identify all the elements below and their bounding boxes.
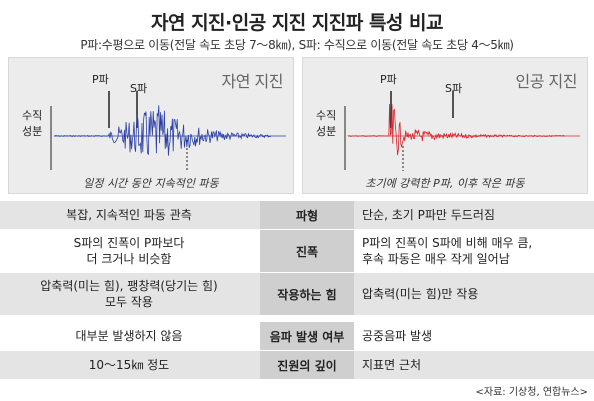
artificial-earthquake-panel: 인공 지진 수직 성분 P파 S파 초기에 강력한 P파, 이후 작은 파동 <box>302 57 588 194</box>
comparison-category: 진폭 <box>260 230 354 272</box>
comparison-category: 음파 발생 여부 <box>260 322 354 350</box>
table-row: S파의 진폭이 P파보다 더 크거나 비슷함 진폭 P파의 진폭이 S파에 비해… <box>0 230 594 272</box>
natural-characteristic: S파의 진폭이 P파보다 더 크거나 비슷함 <box>73 236 185 266</box>
artificial-characteristic: 단순, 초기 P파만 두드러짐 <box>362 208 495 222</box>
natural-characteristic: 10～15㎞ 정도 <box>88 358 170 372</box>
natural-panel-title: 자연 지진 <box>221 72 284 91</box>
artificial-characteristic: 압축력(미는 힘)만 작용 <box>362 287 479 301</box>
vertical-component-label: 수직 성분 <box>22 108 42 140</box>
source-credit: <자료: 기상청, 연합뉴스> <box>475 387 588 398</box>
axis-label-line2: 성분 <box>22 125 43 138</box>
natural-waveform <box>53 105 286 156</box>
s-wave-label: S파 <box>445 82 463 95</box>
waveform-trace <box>53 105 271 156</box>
s-wave-label: S파 <box>130 82 148 95</box>
p-wave-label: P파 <box>92 73 109 86</box>
table-row: 10～15㎞ 정도 진원의 깊이 지표면 근처 <box>0 351 594 379</box>
natural-caption: 일정 시간 동안 지속적인 파동 <box>83 177 219 190</box>
wave-speed-note: P파:수평으로 이동(전달 속도 초당 7～8㎞), S파: 수직으로 이동(전… <box>80 38 514 52</box>
artificial-panel-title: 인공 지진 <box>515 72 578 91</box>
p-wave-label: P파 <box>380 73 397 86</box>
axis-label-line2: 성분 <box>316 125 337 138</box>
natural-characteristic: 복잡, 지속적인 파동 관측 <box>66 208 192 222</box>
artificial-characteristic: 공중음파 발생 <box>362 329 433 343</box>
artificial-characteristic: P파의 진폭이 S파에 비해 매우 큼, 후속 파동은 매우 작게 일어남 <box>362 236 533 266</box>
vertical-component-label: 수직 성분 <box>316 108 336 140</box>
artificial-caption: 초기에 강력한 P파, 이후 작은 파동 <box>365 177 525 190</box>
natural-characteristic: 압축력(미는 힘), 팽창력(당기는 힘) 모두 작용 <box>40 279 218 309</box>
natural-seismogram <box>50 91 286 171</box>
comparison-category: 진원의 깊이 <box>260 351 354 379</box>
natural-earthquake-panel: 자연 지진 수직 성분 P파 S파 일정 시간 동안 지속적인 파동 <box>8 57 294 194</box>
comparison-category: 작용하는 힘 <box>260 273 354 315</box>
waveform-trace <box>347 103 566 156</box>
natural-characteristic: 대부분 발생하지 않음 <box>75 329 183 343</box>
table-row: 복잡, 지속적인 파동 관측 파형 단순, 초기 P파만 두드러짐 <box>0 201 594 229</box>
axis-label-line1: 수직 <box>22 109 43 122</box>
artificial-characteristic: 지표면 근처 <box>362 358 422 372</box>
artificial-seismogram <box>344 91 580 171</box>
table-row: 압축력(미는 힘), 팽창력(당기는 힘) 모두 작용 작용하는 힘 압축력(미… <box>0 273 594 315</box>
table-row: 대부분 발생하지 않음 음파 발생 여부 공중음파 발생 <box>0 322 594 350</box>
artificial-waveform <box>347 103 580 156</box>
comparison-category: 파형 <box>260 201 354 229</box>
axis-label-line1: 수직 <box>316 109 337 122</box>
page-title: 자연 지진·인공 지진 지진파 특성 비교 <box>151 12 444 34</box>
